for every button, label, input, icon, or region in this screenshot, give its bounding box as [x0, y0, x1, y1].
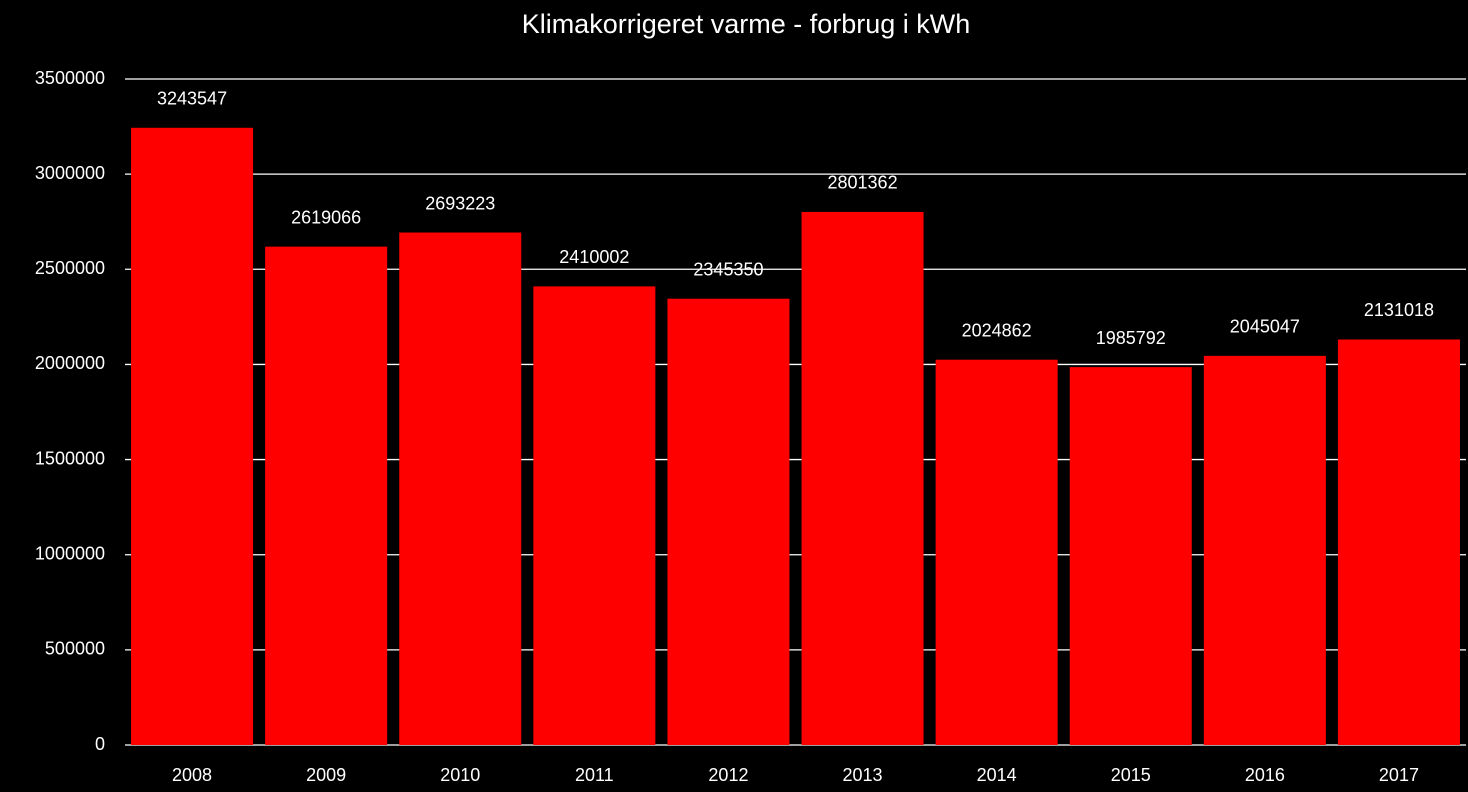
y-tick-label: 0 — [95, 734, 105, 754]
value-label: 2345350 — [693, 259, 763, 279]
bar — [399, 232, 522, 746]
x-tick-label: 2011 — [575, 765, 614, 785]
x-tick-label: 2015 — [1111, 765, 1151, 785]
x-tick-label: 2013 — [843, 765, 883, 785]
chart-title: Klimakorrigeret varme - forbrug i kWh — [522, 9, 971, 39]
x-tick-label: 2017 — [1379, 765, 1419, 785]
bar — [533, 286, 656, 745]
value-label: 3243547 — [157, 89, 227, 109]
y-tick-label: 1500000 — [35, 448, 105, 468]
bar — [1203, 355, 1326, 745]
y-tick-label: 3500000 — [35, 68, 105, 88]
value-label: 2619066 — [291, 207, 361, 227]
x-tick-label: 2016 — [1245, 765, 1285, 785]
value-label: 2131018 — [1364, 300, 1434, 320]
y-tick-label: 1000000 — [35, 543, 105, 563]
x-tick-label: 2010 — [440, 765, 480, 785]
x-tick-label: 2009 — [306, 765, 346, 785]
bar — [667, 298, 790, 745]
value-label: 2801362 — [828, 173, 898, 193]
value-label: 2024862 — [962, 320, 1032, 340]
x-tick-label: 2008 — [172, 765, 212, 785]
bar — [265, 246, 388, 745]
value-label: 2410002 — [559, 247, 629, 267]
bar — [801, 211, 924, 746]
x-tick-label: 2014 — [977, 765, 1017, 785]
y-tick-label: 2500000 — [35, 258, 105, 278]
value-label: 1985792 — [1096, 328, 1166, 348]
y-tick-label: 3000000 — [35, 163, 105, 183]
bar — [935, 359, 1058, 745]
x-tick-label: 2012 — [708, 765, 748, 785]
value-label: 2693223 — [425, 193, 495, 213]
bar — [1337, 339, 1460, 745]
y-tick-label: 2000000 — [35, 353, 105, 373]
bar — [1069, 367, 1192, 745]
value-label: 2045047 — [1230, 317, 1300, 337]
y-tick-label: 500000 — [45, 639, 105, 659]
bar — [131, 127, 254, 746]
